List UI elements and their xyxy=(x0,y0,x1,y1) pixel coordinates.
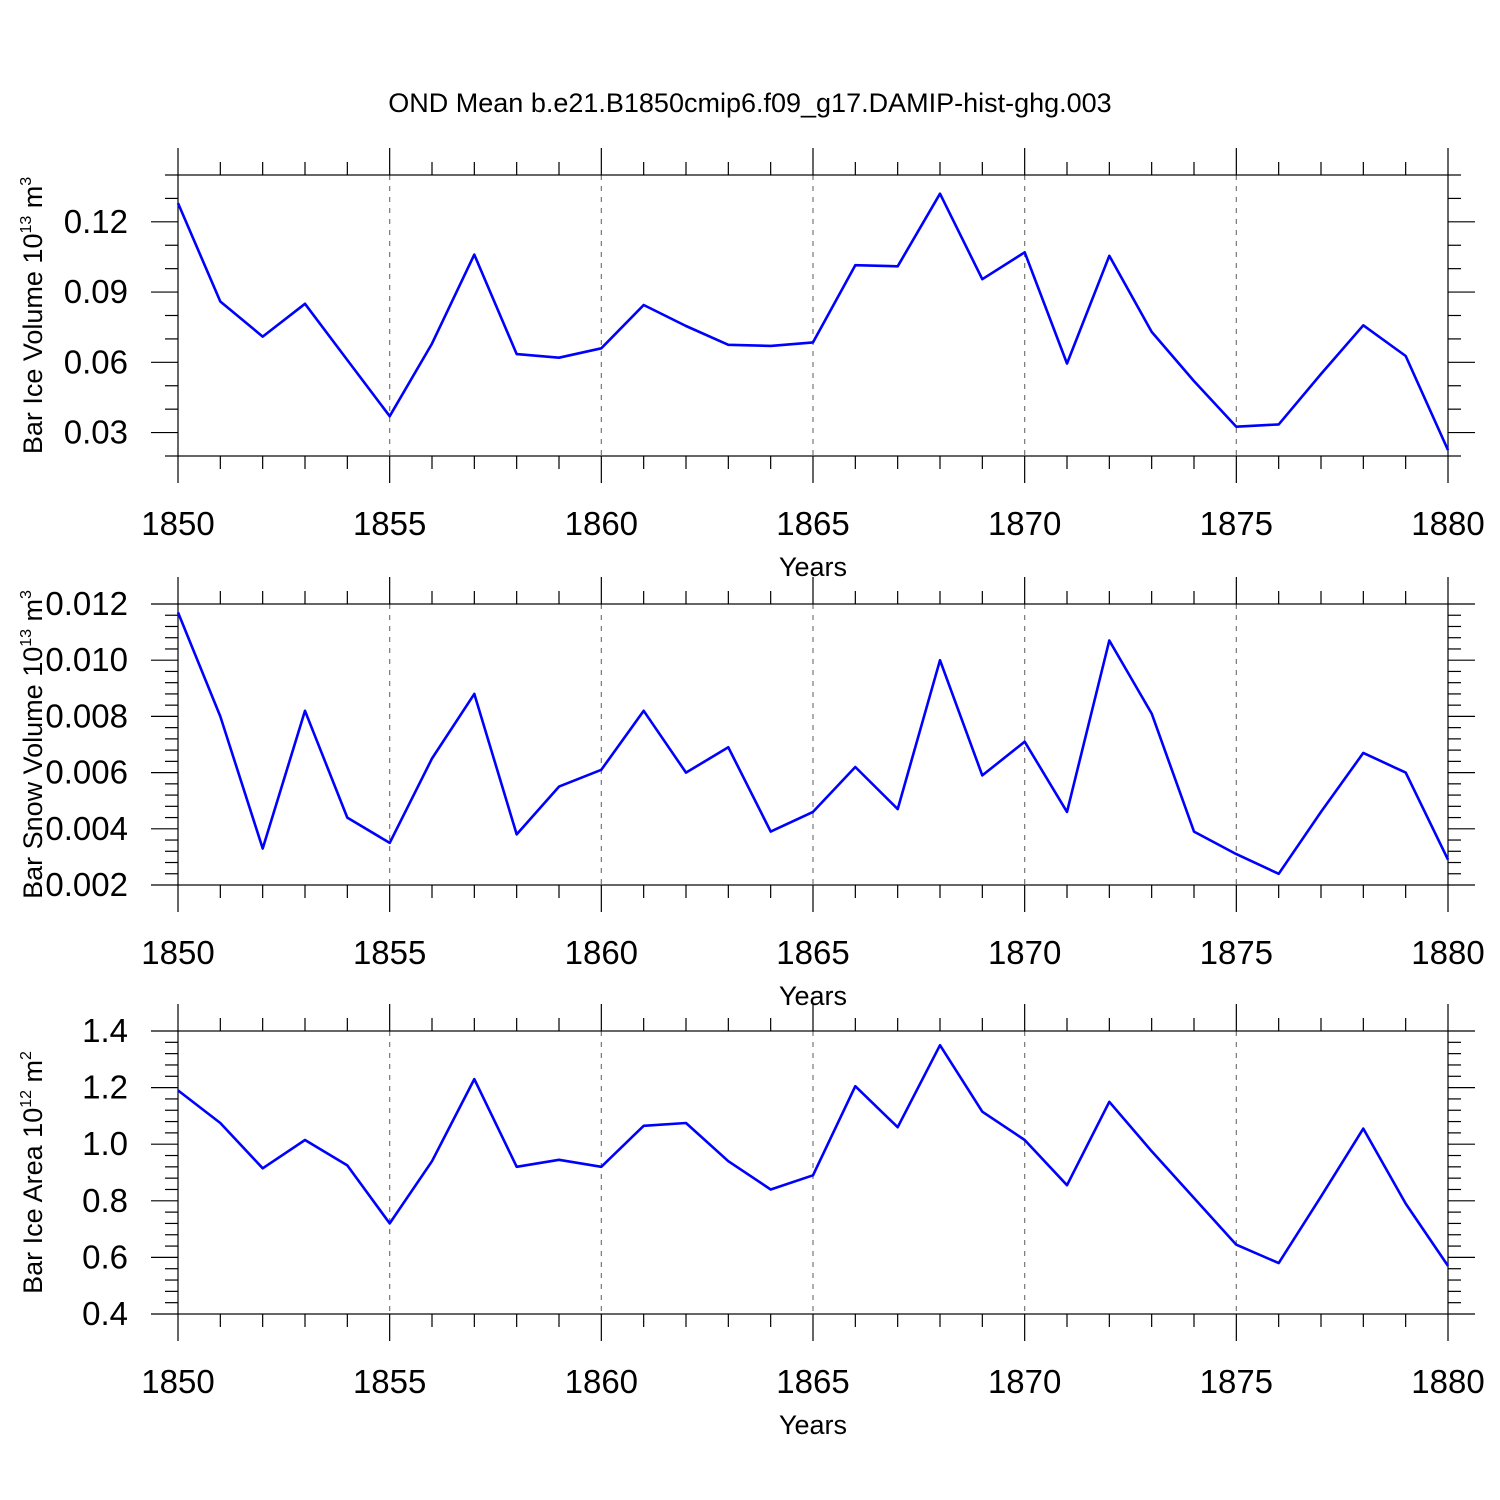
figure-title: OND Mean b.e21.B1850cmip6.f09_g17.DAMIP-… xyxy=(388,88,1111,118)
x-tick-label: 1855 xyxy=(353,934,426,971)
x-tick-label: 1875 xyxy=(1200,1363,1273,1400)
y-tick-label: 0.4 xyxy=(82,1295,128,1332)
x-tick-label: 1860 xyxy=(565,505,638,542)
y-tick-label: 0.03 xyxy=(64,414,128,451)
y-tick-label: 0.002 xyxy=(45,866,128,903)
x-tick-label: 1850 xyxy=(141,505,214,542)
x-tick-label: 1850 xyxy=(141,1363,214,1400)
x-tick-label: 1865 xyxy=(776,1363,849,1400)
y-tick-label: 0.004 xyxy=(45,810,128,847)
panels: 0.03 0.06 0.09 0.12 1850 1855 1860 1865 1870 1875… xyxy=(18,148,1485,1440)
y-tick-label: 0.8 xyxy=(82,1182,128,1219)
x-tick-label: 1880 xyxy=(1411,1363,1484,1400)
x-tick-label: 1870 xyxy=(988,505,1061,542)
y-tick-label: 0.06 xyxy=(64,343,128,380)
x-tick-label: 1860 xyxy=(565,934,638,971)
plot-frame xyxy=(177,603,1449,886)
y-tick-label: 1.0 xyxy=(82,1125,128,1162)
chart-panel-2: 0.002 0.004 0.006 0.008 0.010 0.012 1850 1855 18… xyxy=(18,577,1485,1011)
x-tick-label: 1880 xyxy=(1411,505,1484,542)
x-tick-label: 1865 xyxy=(776,934,849,971)
y-tick-label: 0.6 xyxy=(82,1238,128,1275)
y-axis-label: Bar Ice Volume 1013 m3 xyxy=(18,177,48,454)
y-tick-label: 0.006 xyxy=(45,754,128,791)
x-tick-label: 1855 xyxy=(353,1363,426,1400)
x-tick-label: 1875 xyxy=(1200,505,1273,542)
series-line xyxy=(177,1043,1450,1267)
x-tick-label: 1860 xyxy=(565,1363,638,1400)
x-tick-label: 1850 xyxy=(141,934,214,971)
x-axis-label: Years xyxy=(779,1410,847,1440)
y-tick-label: 0.008 xyxy=(45,697,128,734)
y-axis-label: Bar Snow Volume 1013 m3 xyxy=(18,590,48,899)
chart-panel-1: 0.03 0.06 0.09 0.12 1850 1855 1860 1865 1870 1875… xyxy=(18,148,1485,582)
y-tick-label: 0.012 xyxy=(45,585,128,622)
series-line xyxy=(176,611,1450,876)
y-tick-label: 1.2 xyxy=(82,1069,128,1106)
x-tick-label: 1875 xyxy=(1200,934,1273,971)
y-tick-label: 0.09 xyxy=(64,273,128,310)
x-tick-label: 1880 xyxy=(1411,934,1484,971)
series-line xyxy=(176,192,1450,451)
y-tick-label: 0.010 xyxy=(45,641,128,678)
y-axis-label: Bar Ice Area 1012 m2 xyxy=(18,1051,48,1294)
x-tick-label: 1870 xyxy=(988,934,1061,971)
y-tick-label: 1.4 xyxy=(82,1012,128,1049)
y-tick-label: 0.12 xyxy=(64,203,128,240)
x-tick-label: 1855 xyxy=(353,505,426,542)
x-tick-label: 1865 xyxy=(776,505,849,542)
chart-panel-3: 0.4 0.6 0.8 1.0 1.2 1.4 1850 1855 1860 1865 1870 18… xyxy=(18,1004,1485,1440)
x-tick-label: 1870 xyxy=(988,1363,1061,1400)
plot-frame xyxy=(177,174,1449,457)
